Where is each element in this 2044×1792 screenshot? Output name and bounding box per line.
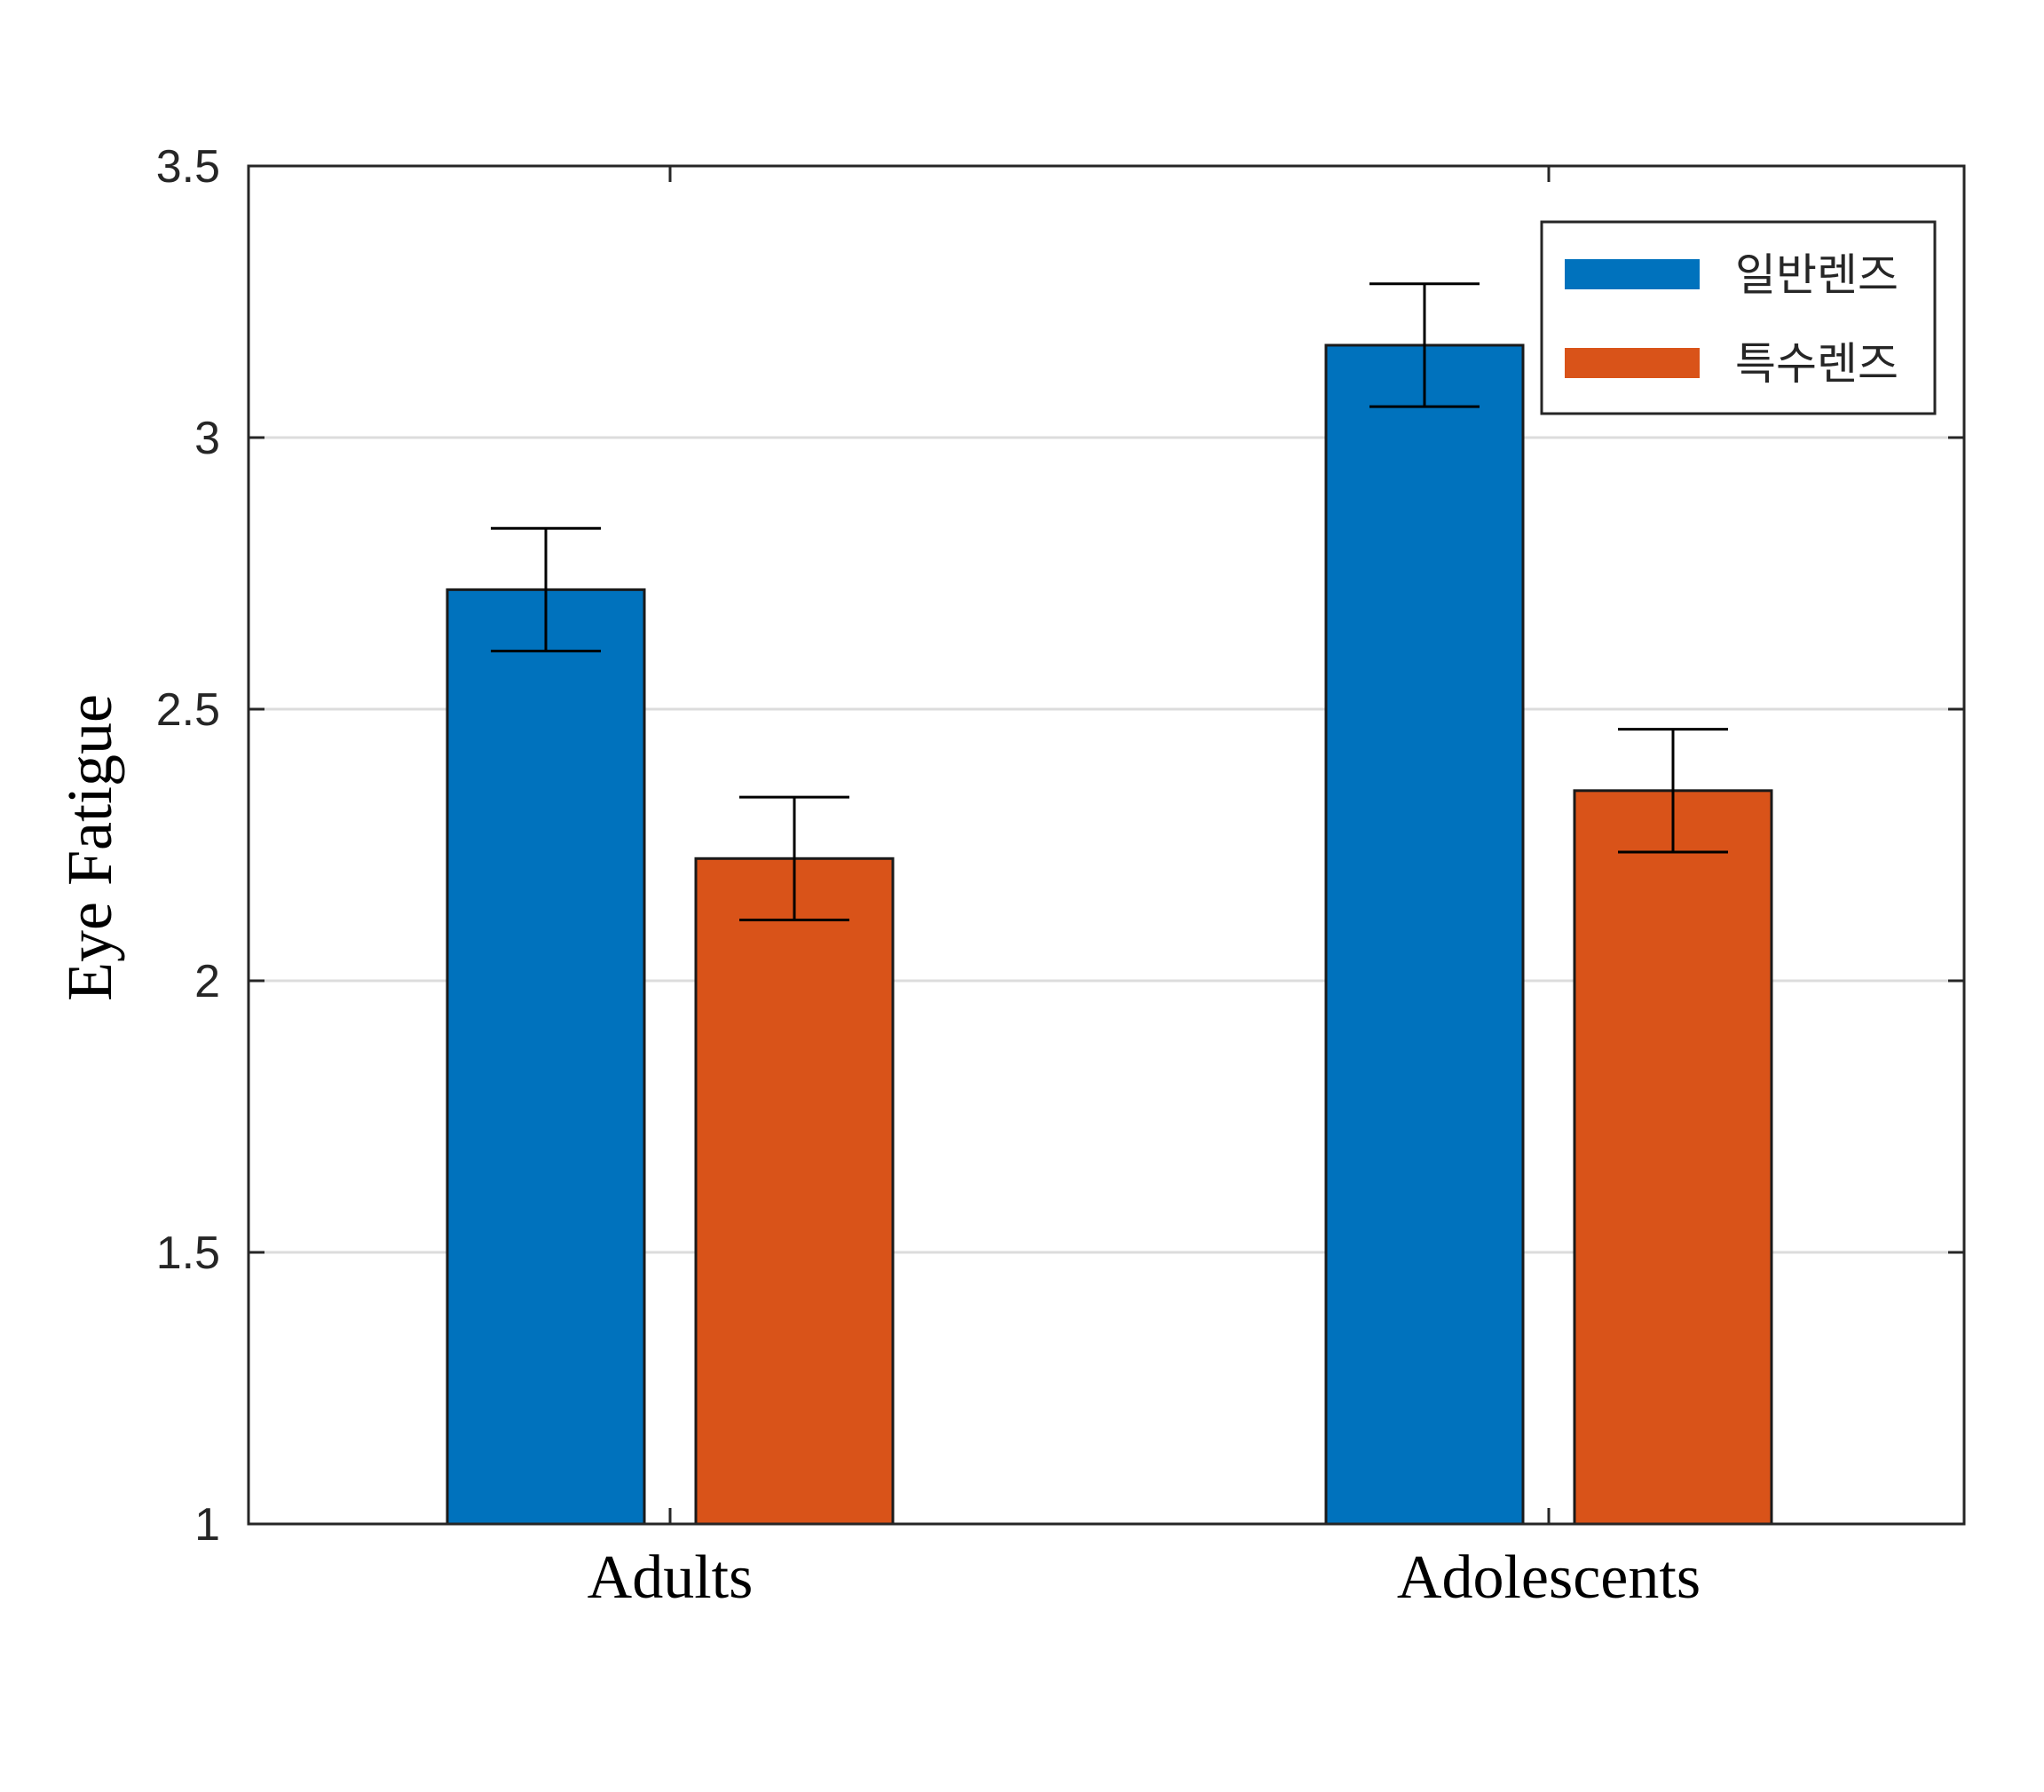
- legend-swatch-series-1: [1565, 259, 1700, 289]
- bars: [446, 343, 1773, 1526]
- y-tick-label: 2.5: [156, 684, 220, 736]
- tick-labels: 1 1.5 2 2.5 3 3.5 Adults Adolescents: [156, 141, 1701, 1612]
- axes: [247, 164, 1966, 1526]
- y-tick-label: 3.5: [156, 141, 220, 193]
- error-bars: [491, 282, 1728, 921]
- x-category-label-adolescents: Adolescents: [1397, 1543, 1701, 1612]
- legend: 일반렌즈 특수렌즈: [1540, 220, 1937, 415]
- y-axis-label: Eye Fatigue: [54, 694, 125, 1001]
- bar-adolescents-series-1: [1324, 343, 1525, 1526]
- y-tick-label: 1.5: [156, 1228, 220, 1279]
- plot-frame: [247, 164, 1966, 1526]
- bar-adults-series-1: [446, 588, 646, 1526]
- bar-adolescents-series-2: [1573, 789, 1773, 1526]
- legend-swatch-series-2: [1565, 348, 1700, 378]
- legend-label-series-2: 특수렌즈: [1735, 338, 1898, 390]
- y-tick-label: 1: [194, 1499, 220, 1551]
- y-tick-label: 2: [194, 956, 220, 1007]
- y-tick-label: 3: [194, 413, 220, 464]
- bar-adults-series-2: [694, 857, 895, 1526]
- legend-box: [1540, 220, 1937, 415]
- legend-label-series-1: 일반렌즈: [1735, 249, 1898, 301]
- x-category-label-adults: Adults: [588, 1543, 754, 1612]
